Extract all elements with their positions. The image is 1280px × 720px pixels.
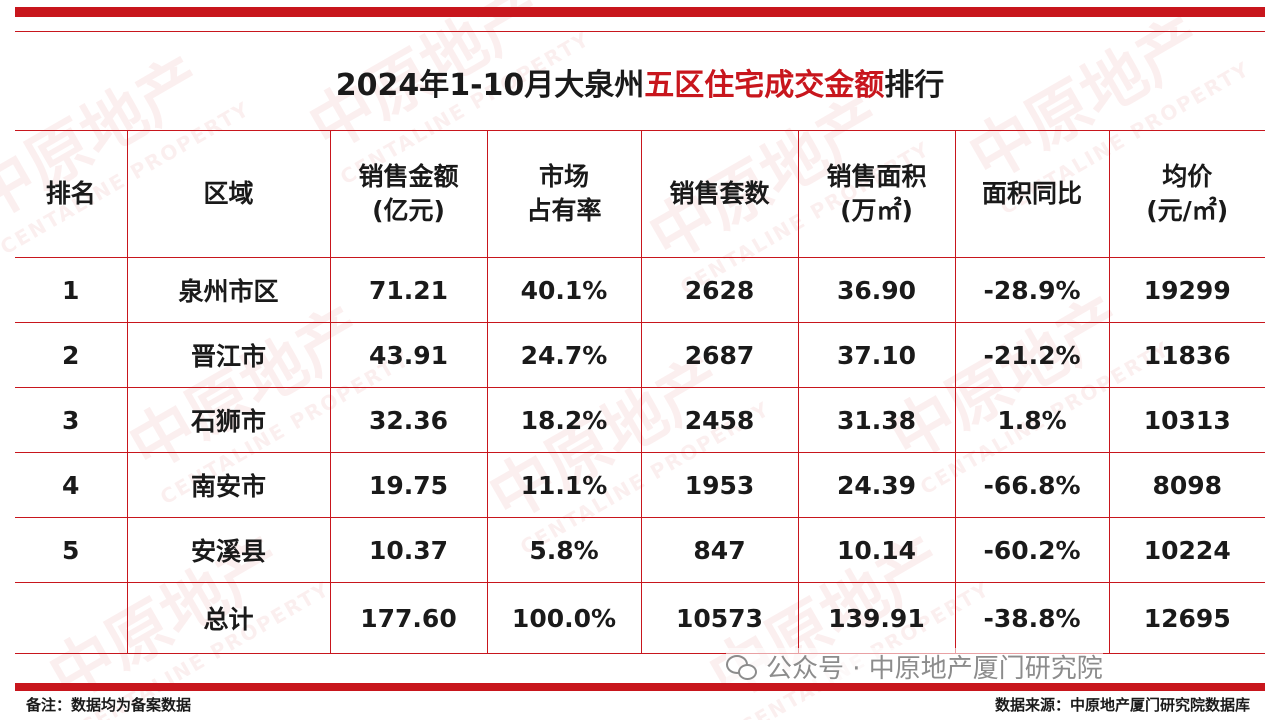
header-sales-amount: 销售金额 (亿元) xyxy=(329,130,488,258)
table-total-row: 总计 177.60 100.0% 10573 139.91 -38.8% 126… xyxy=(15,582,1265,654)
title-suffix: 排行 xyxy=(884,68,945,103)
title-highlight: 五区住宅成交金额 xyxy=(644,68,885,103)
cell-units-sold: 10573 xyxy=(640,582,799,654)
table-row: 3 石狮市 32.36 18.2% 2458 31.38 1.8% 10313 xyxy=(15,387,1265,453)
cell-sales-amount: 19.75 xyxy=(329,452,488,518)
cell-units-sold: 2458 xyxy=(640,387,799,453)
header-sales-area: 销售面积 (万㎡) xyxy=(797,130,956,258)
cell-market-share: 100.0% xyxy=(486,582,642,654)
cell-sales-amount: 32.36 xyxy=(329,387,488,453)
cell-area-yoy: -38.8% xyxy=(954,582,1110,654)
header-region: 区域 xyxy=(126,130,331,258)
cell-sales-area: 10.14 xyxy=(797,517,956,583)
cell-avg-price: 19299 xyxy=(1108,257,1265,323)
table-header-row: 排名 区域 销售金额 (亿元) 市场 占有率 销售套数 销售面积 (万㎡) 面积同比 … xyxy=(15,130,1265,258)
wechat-icon xyxy=(726,654,757,680)
bottom-accent-bar xyxy=(15,683,1265,691)
header-rank: 排名 xyxy=(15,130,128,258)
wechat-text: 公众号 · 中原地产厦门研究院 xyxy=(766,654,1103,684)
header-area-yoy: 面积同比 xyxy=(954,130,1110,258)
cell-sales-area: 24.39 xyxy=(797,452,956,518)
footer-note: 备注：数据均为备案数据 xyxy=(26,696,192,714)
cell-area-yoy: -66.8% xyxy=(954,452,1110,518)
cell-rank: 5 xyxy=(15,517,128,583)
ranking-table: 排名 区域 销售金额 (亿元) 市场 占有率 销售套数 销售面积 (万㎡) 面积同比 … xyxy=(15,130,1265,654)
cell-area-yoy: -28.9% xyxy=(954,257,1110,323)
cell-sales-amount: 177.60 xyxy=(329,582,488,654)
top-divider xyxy=(15,31,1265,32)
cell-region: 南安市 xyxy=(126,452,331,518)
cell-area-yoy: 1.8% xyxy=(954,387,1110,453)
cell-market-share: 11.1% xyxy=(486,452,642,518)
cell-market-share: 40.1% xyxy=(486,257,642,323)
header-market-share: 市场 占有率 xyxy=(486,130,642,258)
cell-area-yoy: -21.2% xyxy=(954,322,1110,388)
top-accent-bar xyxy=(15,7,1265,17)
cell-market-share: 24.7% xyxy=(486,322,642,388)
cell-sales-amount: 43.91 xyxy=(329,322,488,388)
table-row: 1 泉州市区 71.21 40.1% 2628 36.90 -28.9% 192… xyxy=(15,257,1265,323)
cell-avg-price: 10313 xyxy=(1108,387,1265,453)
cell-avg-price: 12695 xyxy=(1108,582,1265,654)
cell-rank xyxy=(15,582,128,654)
header-units-sold: 销售套数 xyxy=(640,130,799,258)
cell-sales-amount: 71.21 xyxy=(329,257,488,323)
table-row: 2 晋江市 43.91 24.7% 2687 37.10 -21.2% 1183… xyxy=(15,322,1265,388)
cell-sales-area: 36.90 xyxy=(797,257,956,323)
cell-market-share: 18.2% xyxy=(486,387,642,453)
cell-sales-area: 139.91 xyxy=(797,582,956,654)
cell-sales-area: 31.38 xyxy=(797,387,956,453)
cell-region: 泉州市区 xyxy=(126,257,331,323)
cell-area-yoy: -60.2% xyxy=(954,517,1110,583)
page-title: 2024年1-10月大泉州五区住宅成交金额排行 xyxy=(15,60,1265,104)
cell-sales-area: 37.10 xyxy=(797,322,956,388)
cell-units-sold: 1953 xyxy=(640,452,799,518)
cell-rank: 1 xyxy=(15,257,128,323)
table-row: 5 安溪县 10.37 5.8% 847 10.14 -60.2% 10224 xyxy=(15,517,1265,583)
cell-rank: 3 xyxy=(15,387,128,453)
cell-region: 石狮市 xyxy=(126,387,331,453)
cell-units-sold: 2687 xyxy=(640,322,799,388)
cell-market-share: 5.8% xyxy=(486,517,642,583)
cell-rank: 4 xyxy=(15,452,128,518)
cell-region: 晋江市 xyxy=(126,322,331,388)
cell-sales-amount: 10.37 xyxy=(329,517,488,583)
cell-region: 总计 xyxy=(126,582,331,654)
footer-source: 数据来源：中原地产厦门研究院数据库 xyxy=(994,696,1250,714)
cell-avg-price: 10224 xyxy=(1108,517,1265,583)
cell-avg-price: 8098 xyxy=(1108,452,1265,518)
cell-units-sold: 2628 xyxy=(640,257,799,323)
cell-rank: 2 xyxy=(15,322,128,388)
cell-region: 安溪县 xyxy=(126,517,331,583)
header-avg-price: 均价 (元/㎡) xyxy=(1108,130,1265,258)
title-prefix: 2024年1-10月大泉州 xyxy=(335,68,645,103)
table-row: 4 南安市 19.75 11.1% 1953 24.39 -66.8% 8098 xyxy=(15,452,1265,518)
cell-units-sold: 847 xyxy=(640,517,799,583)
cell-avg-price: 11836 xyxy=(1108,322,1265,388)
wechat-account-label: 公众号 · 中原地产厦门研究院 xyxy=(726,648,1103,685)
